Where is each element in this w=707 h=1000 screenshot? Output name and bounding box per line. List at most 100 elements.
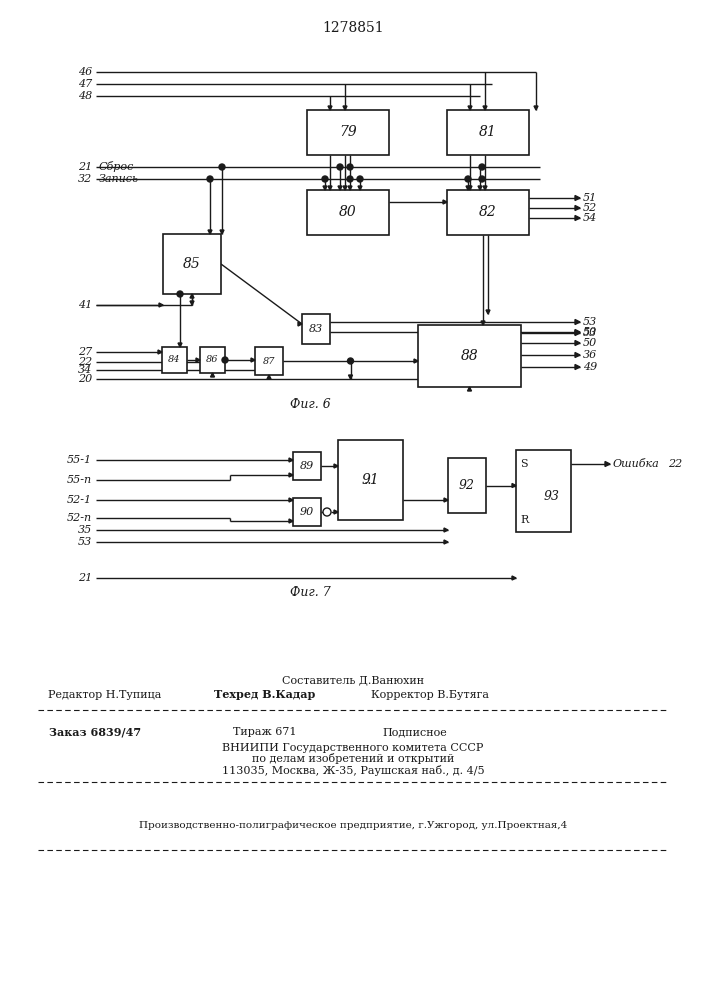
Text: 88: 88 bbox=[461, 349, 479, 363]
Polygon shape bbox=[512, 484, 516, 488]
Polygon shape bbox=[251, 358, 255, 362]
Text: 20: 20 bbox=[78, 374, 92, 384]
Polygon shape bbox=[444, 498, 448, 502]
Polygon shape bbox=[575, 330, 580, 334]
Text: 22: 22 bbox=[668, 459, 682, 469]
Polygon shape bbox=[289, 458, 293, 462]
Polygon shape bbox=[575, 340, 580, 346]
Polygon shape bbox=[343, 106, 347, 110]
Circle shape bbox=[479, 164, 485, 170]
Polygon shape bbox=[575, 330, 580, 336]
Polygon shape bbox=[208, 230, 212, 234]
Text: 84: 84 bbox=[168, 356, 181, 364]
Text: 93: 93 bbox=[544, 490, 559, 504]
Circle shape bbox=[322, 176, 328, 182]
Circle shape bbox=[479, 176, 485, 182]
Polygon shape bbox=[575, 353, 580, 358]
Polygon shape bbox=[349, 375, 353, 379]
Polygon shape bbox=[196, 358, 200, 362]
Text: Заказ 6839/47: Заказ 6839/47 bbox=[49, 726, 141, 738]
Text: ВНИИПИ Государственного комитета СССР: ВНИИПИ Государственного комитета СССР bbox=[222, 743, 484, 753]
Text: Тираж 671: Тираж 671 bbox=[233, 727, 297, 737]
Text: Производственно-полиграфическое предприятие, г.Ужгород, ул.Проектная,4: Производственно-полиграфическое предприя… bbox=[139, 820, 567, 830]
Text: 91: 91 bbox=[361, 473, 380, 487]
Bar bbox=[293, 498, 321, 526]
Text: 53: 53 bbox=[583, 317, 597, 327]
Polygon shape bbox=[190, 294, 194, 298]
Text: 27: 27 bbox=[78, 347, 92, 357]
Bar bbox=[418, 325, 521, 387]
Text: 51: 51 bbox=[583, 193, 597, 203]
Polygon shape bbox=[575, 216, 580, 221]
Circle shape bbox=[222, 357, 228, 363]
Polygon shape bbox=[481, 321, 485, 325]
Text: 89: 89 bbox=[300, 461, 314, 471]
Polygon shape bbox=[466, 186, 470, 190]
Circle shape bbox=[323, 508, 331, 516]
Bar bbox=[163, 234, 221, 294]
Text: 90: 90 bbox=[300, 507, 314, 517]
Polygon shape bbox=[348, 186, 352, 190]
Polygon shape bbox=[605, 462, 610, 466]
Text: 52-n: 52-n bbox=[67, 513, 92, 523]
Text: 22: 22 bbox=[78, 357, 92, 367]
Polygon shape bbox=[444, 528, 448, 532]
Text: 83: 83 bbox=[309, 324, 323, 334]
Bar bbox=[162, 347, 187, 373]
Text: 49: 49 bbox=[583, 362, 597, 372]
Text: 92: 92 bbox=[459, 479, 475, 492]
Circle shape bbox=[219, 164, 225, 170]
Polygon shape bbox=[444, 540, 448, 544]
Polygon shape bbox=[468, 106, 472, 110]
Polygon shape bbox=[220, 230, 224, 234]
Polygon shape bbox=[190, 301, 194, 305]
Polygon shape bbox=[267, 375, 271, 379]
Text: 52-1: 52-1 bbox=[67, 495, 92, 505]
Text: 1278851: 1278851 bbox=[322, 21, 385, 35]
Circle shape bbox=[357, 176, 363, 182]
Polygon shape bbox=[289, 519, 293, 523]
Polygon shape bbox=[334, 510, 338, 514]
Polygon shape bbox=[334, 464, 338, 468]
Circle shape bbox=[347, 164, 353, 170]
Polygon shape bbox=[343, 186, 347, 190]
Polygon shape bbox=[328, 186, 332, 190]
Polygon shape bbox=[443, 200, 447, 204]
Text: 47: 47 bbox=[78, 79, 92, 89]
Polygon shape bbox=[328, 106, 332, 110]
Text: 36: 36 bbox=[583, 350, 597, 360]
Polygon shape bbox=[575, 206, 580, 211]
Text: Ошибка: Ошибка bbox=[613, 459, 660, 469]
Polygon shape bbox=[338, 186, 342, 190]
Polygon shape bbox=[483, 186, 487, 190]
Text: Фиг. 7: Фиг. 7 bbox=[290, 585, 330, 598]
Polygon shape bbox=[289, 498, 293, 502]
Polygon shape bbox=[298, 322, 302, 326]
Text: 21: 21 bbox=[78, 162, 92, 172]
Polygon shape bbox=[289, 473, 293, 477]
Circle shape bbox=[348, 358, 354, 364]
Text: Техред В.Кадар: Техред В.Кадар bbox=[214, 690, 316, 700]
Text: S: S bbox=[520, 459, 527, 469]
Bar bbox=[447, 190, 529, 235]
Polygon shape bbox=[467, 387, 472, 391]
Text: 81: 81 bbox=[479, 125, 497, 139]
Text: 85: 85 bbox=[183, 257, 201, 271]
Bar bbox=[338, 440, 403, 520]
Circle shape bbox=[177, 291, 183, 297]
Bar bbox=[307, 190, 389, 235]
Bar bbox=[302, 314, 330, 344]
Bar bbox=[516, 450, 571, 532]
Text: 50: 50 bbox=[583, 338, 597, 348]
Polygon shape bbox=[483, 106, 487, 110]
Text: 52: 52 bbox=[583, 203, 597, 213]
Text: 41: 41 bbox=[78, 300, 92, 310]
Polygon shape bbox=[575, 196, 580, 200]
Polygon shape bbox=[323, 186, 327, 190]
Text: 46: 46 bbox=[78, 67, 92, 77]
Bar bbox=[255, 347, 283, 375]
Polygon shape bbox=[468, 186, 472, 190]
Polygon shape bbox=[178, 343, 182, 347]
Text: 82: 82 bbox=[479, 206, 497, 220]
Polygon shape bbox=[158, 350, 162, 354]
